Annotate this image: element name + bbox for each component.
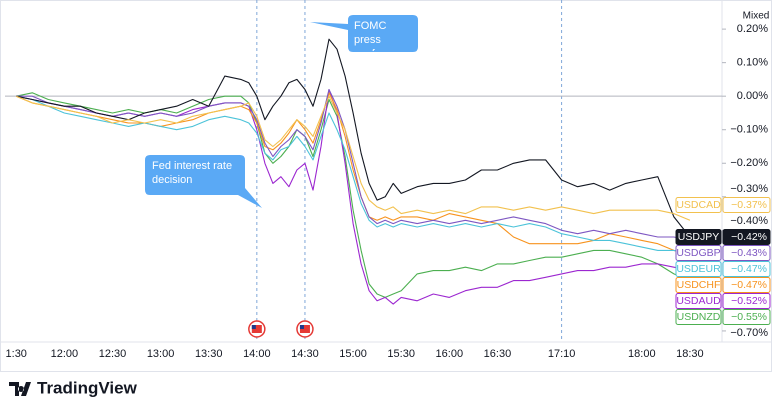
y-tick-label: 0.00% bbox=[737, 90, 768, 102]
chart-frame bbox=[0, 0, 772, 372]
x-tick-label: 15:00 bbox=[339, 348, 367, 360]
x-tick-label: 17:10 bbox=[548, 348, 576, 360]
y-tick-label: −0.40% bbox=[730, 215, 768, 227]
badge-name: USDCHF bbox=[677, 279, 721, 291]
price-badge: USDJPY −0.42% bbox=[675, 229, 771, 246]
x-tick-label: 18:00 bbox=[628, 348, 656, 360]
flag-stripes bbox=[299, 325, 310, 333]
footer-logo: TradingView bbox=[9, 378, 138, 397]
callout-text-box: FOMC press conference bbox=[354, 20, 408, 51]
series-line bbox=[16, 88, 691, 241]
badge-value: −0.43% bbox=[731, 247, 767, 259]
y-tick-label: −0.10% bbox=[730, 124, 768, 136]
x-tick-label: 14:30 bbox=[291, 348, 319, 360]
badge-value-box bbox=[722, 277, 771, 294]
callout-text: Fed interest rate decision bbox=[152, 160, 233, 186]
y-tick-label: 0.10% bbox=[737, 57, 768, 69]
badge-value: −0.47% bbox=[731, 263, 767, 275]
badge-name: USDCAD bbox=[676, 199, 721, 211]
grid-layer bbox=[5, 0, 722, 342]
flag-canton bbox=[299, 325, 304, 329]
price-badge: USDGBP −0.43% bbox=[675, 245, 771, 262]
labels-layer: 1:30 12:00 12:30 13:00 13:30 14:00 14:30 15:00 1… bbox=[6, 23, 771, 360]
badge-name: USDEUR bbox=[676, 263, 721, 275]
callout-fomc: FOMC press conference bbox=[310, 15, 418, 52]
badge-name: USDGBP bbox=[676, 247, 720, 259]
x-tick-label: 15:30 bbox=[387, 348, 415, 360]
callout-text: FOMC press conference bbox=[354, 20, 408, 51]
price-badge: USDCHF −0.47% bbox=[675, 277, 771, 294]
badge-value: −0.42% bbox=[731, 231, 767, 243]
x-tick-label: 12:00 bbox=[51, 348, 79, 360]
callout-text-box: Fed interest rate decision bbox=[152, 160, 233, 186]
x-tick-label: 18:30 bbox=[676, 348, 704, 360]
footer-brand: TradingView bbox=[37, 378, 138, 397]
callout-bubble bbox=[145, 155, 262, 208]
badge-name-box bbox=[675, 245, 722, 262]
price-badge: USDEUR −0.47% bbox=[675, 261, 771, 278]
flag-canton bbox=[251, 325, 256, 329]
series-line bbox=[16, 38, 691, 238]
badge-name: USDAUD bbox=[676, 295, 721, 307]
series-line bbox=[15, 95, 691, 221]
y-tick-label: −0.30% bbox=[730, 183, 768, 195]
badge-name: USDJPY bbox=[678, 231, 719, 243]
price-badge: USDCAD −0.37% bbox=[675, 197, 771, 214]
event-flag bbox=[296, 320, 314, 338]
x-tick-label: 1:30 bbox=[6, 348, 27, 360]
callout-bubble bbox=[310, 15, 418, 52]
badge-name-box bbox=[675, 229, 722, 246]
badge-name-box bbox=[675, 293, 722, 310]
lines-layer bbox=[15, 38, 691, 305]
badge-value-box bbox=[722, 309, 771, 326]
badge-name: USDNZD bbox=[677, 311, 721, 323]
x-tick-label: 16:30 bbox=[484, 348, 512, 360]
x-tick-label: 13:30 bbox=[195, 348, 223, 360]
series-line bbox=[16, 95, 691, 255]
badge-value-box bbox=[722, 197, 771, 214]
badge-value-box bbox=[722, 261, 771, 278]
badge-value-box bbox=[722, 293, 771, 310]
badge-name-box bbox=[675, 309, 722, 326]
flag-stripes bbox=[251, 325, 262, 333]
badge-value: −0.55% bbox=[731, 311, 767, 323]
x-tick-label: 16:00 bbox=[436, 348, 464, 360]
x-tick-label: 14:00 bbox=[243, 348, 271, 360]
legend-title: Mixed bbox=[743, 11, 770, 22]
callout-fed: Fed interest rate decision bbox=[145, 155, 262, 208]
y-tick-label: −0.20% bbox=[730, 157, 768, 169]
x-tick-label: 12:30 bbox=[99, 348, 127, 360]
badge-value: −0.37% bbox=[731, 199, 767, 211]
y-tick-label: −0.70% bbox=[730, 327, 768, 339]
event-flag bbox=[248, 320, 266, 338]
x-tick-label: 13:00 bbox=[147, 348, 175, 360]
price-badge: USDNZD −0.55% bbox=[675, 309, 771, 326]
badge-name-box bbox=[675, 261, 722, 278]
badge-value: −0.52% bbox=[731, 295, 767, 307]
badge-name-box bbox=[675, 197, 722, 214]
badge-value: −0.47% bbox=[731, 279, 767, 291]
price-badge: USDAUD −0.52% bbox=[675, 293, 771, 310]
badge-value-box bbox=[722, 245, 771, 262]
badge-name-box bbox=[675, 277, 722, 294]
logo-mark bbox=[9, 382, 31, 396]
badge-value-box bbox=[722, 229, 771, 246]
y-tick-label: 0.20% bbox=[737, 23, 768, 35]
